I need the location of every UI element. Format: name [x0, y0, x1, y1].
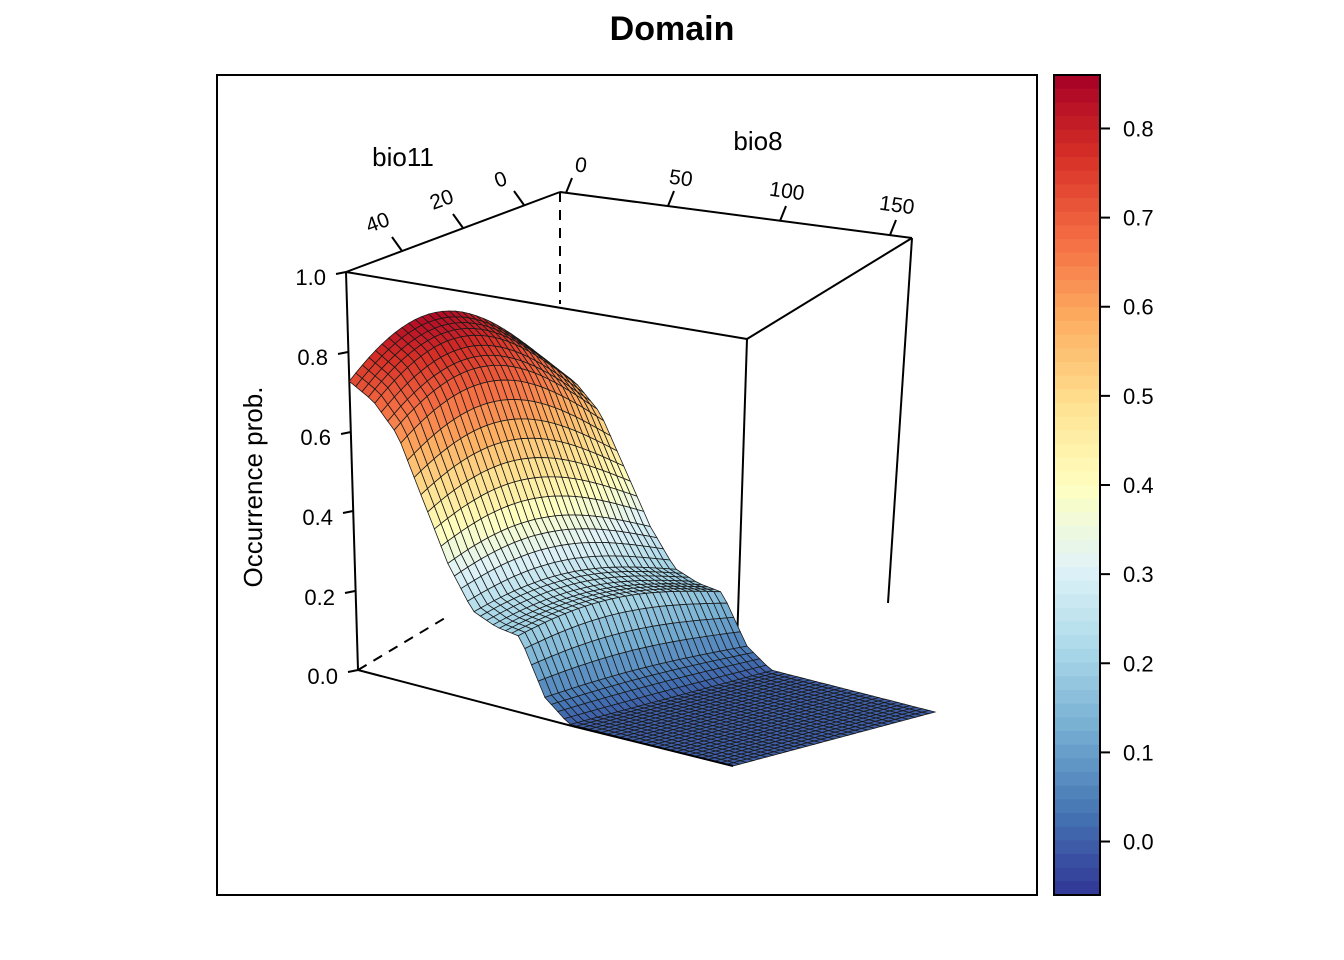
box-front-edge	[571, 725, 734, 767]
colorbar-segment	[1054, 744, 1100, 759]
colorbar-segment	[1054, 594, 1100, 609]
colorbar-segment	[1054, 553, 1100, 568]
colorbar-segment	[1054, 731, 1100, 746]
colorbar-segment	[1054, 826, 1100, 841]
colorbar-tick-label: 0.0	[1123, 830, 1154, 855]
colorbar-segment	[1054, 348, 1100, 363]
colorbar-segment	[1054, 813, 1100, 828]
colorbar-segment	[1054, 143, 1100, 158]
y-axis	[565, 177, 897, 236]
colorbar-segment	[1054, 375, 1100, 390]
colorbar-segment	[1054, 239, 1100, 254]
colorbar-segment	[1054, 676, 1100, 691]
colorbar-tick-label: 0.6	[1123, 295, 1154, 320]
surface-mesh	[348, 310, 937, 767]
colorbar-segment	[1054, 471, 1100, 486]
colorbar-segment	[1054, 881, 1100, 896]
colorbar-segment	[1054, 170, 1100, 185]
colorbar-segment	[1054, 389, 1100, 404]
colorbar-tick-label: 0.2	[1123, 651, 1154, 676]
z-tick-label: 0.4	[302, 505, 333, 530]
colorbar-segment	[1054, 785, 1100, 800]
y-axis-label: bio8	[733, 126, 782, 156]
z-axis-label: Occurrence prob.	[238, 387, 268, 588]
z-tick-label: 1.0	[295, 265, 326, 290]
colorbar-segment	[1054, 280, 1100, 295]
colorbar-segment	[1054, 362, 1100, 377]
colorbar-segment	[1054, 608, 1100, 623]
colorbar	[1054, 75, 1100, 896]
colorbar-segment	[1054, 512, 1100, 527]
z-tick-label: 0.6	[300, 425, 331, 450]
colorbar-segment	[1054, 567, 1100, 582]
colorbar-segment	[1054, 430, 1100, 445]
colorbar-segment	[1054, 198, 1100, 213]
colorbar-segment	[1054, 293, 1100, 308]
colorbar-segment	[1054, 307, 1100, 322]
y-tick-label: 150	[878, 192, 916, 220]
x-tick-label: 40	[363, 208, 393, 238]
colorbar-segment	[1054, 416, 1100, 431]
colorbar-segment	[1054, 799, 1100, 814]
z-axis	[335, 271, 359, 673]
colorbar-segment	[1054, 88, 1100, 103]
z-tick-label: 0.2	[304, 585, 335, 610]
colorbar-segment	[1054, 717, 1100, 732]
colorbar-tick-label: 0.5	[1123, 384, 1154, 409]
colorbar-segment	[1054, 225, 1100, 240]
y-tick-label: 50	[668, 166, 694, 192]
colorbar-segment	[1054, 252, 1100, 267]
colorbar-segment	[1054, 662, 1100, 677]
colorbar-segment	[1054, 772, 1100, 787]
colorbar-segment	[1054, 703, 1100, 718]
colorbar-tick-label: 0.4	[1123, 473, 1154, 498]
colorbar-segment	[1054, 690, 1100, 705]
colorbar-segment	[1054, 635, 1100, 650]
colorbar-segment	[1054, 649, 1100, 664]
colorbar-segment	[1054, 157, 1100, 172]
colorbar-segment	[1054, 854, 1100, 869]
chart-title: Domain	[609, 10, 735, 48]
colorbar-segment	[1054, 211, 1100, 226]
z-tick-label: 0.8	[297, 345, 328, 370]
x-tick-label: 20	[427, 185, 457, 215]
x-axis	[391, 190, 525, 252]
colorbar-tick-label: 0.8	[1123, 116, 1154, 141]
colorbar-segment	[1054, 75, 1100, 90]
colorbar-segment	[1054, 129, 1100, 144]
colorbar-tick-label: 0.1	[1123, 740, 1154, 765]
colorbar-segment	[1054, 457, 1100, 472]
colorbar-segment	[1054, 498, 1100, 513]
y-tick-label: 100	[768, 178, 806, 206]
colorbar-segment	[1054, 580, 1100, 595]
colorbar-segment	[1054, 867, 1100, 882]
colorbar-segment	[1054, 102, 1100, 117]
plot-frame	[216, 74, 1038, 896]
colorbar-segment	[1054, 184, 1100, 199]
colorbar-tick-label: 0.7	[1123, 206, 1154, 231]
colorbar-segment	[1054, 403, 1100, 418]
z-tick-label: 0.0	[307, 664, 338, 689]
colorbar-segment	[1054, 840, 1100, 855]
colorbar-segment	[1054, 621, 1100, 636]
x-tick-label: 0	[491, 167, 510, 193]
colorbar-segment	[1054, 334, 1100, 349]
box-hidden-edge-floor	[357, 614, 451, 671]
colorbar-segment	[1054, 444, 1100, 459]
colorbar-segment	[1054, 321, 1100, 336]
x-axis-label: bio11	[372, 142, 434, 172]
colorbar-segment	[1054, 758, 1100, 773]
y-tick-label: 0	[574, 153, 589, 177]
colorbar-segment	[1054, 526, 1100, 541]
colorbar-tick-label: 0.3	[1123, 562, 1154, 587]
colorbar-ticks: 0.0 0.1 0.2 0.3 0.4 0.5 0.6 0.7 0.8	[1100, 116, 1154, 855]
colorbar-segment	[1054, 485, 1100, 500]
colorbar-segment	[1054, 539, 1100, 554]
colorbar-segment	[1054, 116, 1100, 131]
colorbar-segment	[1054, 266, 1100, 281]
bounding-box	[345, 191, 913, 767]
